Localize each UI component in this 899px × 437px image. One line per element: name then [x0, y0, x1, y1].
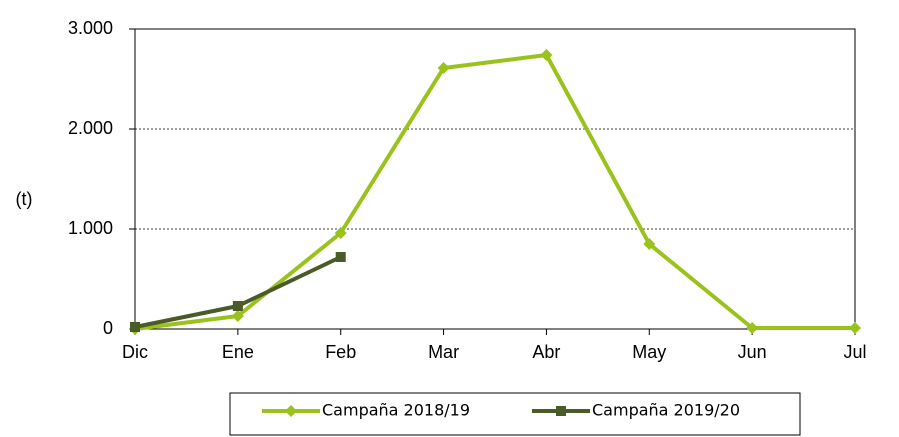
marker: [437, 62, 450, 74]
y-tick-label: 2.000: [68, 118, 113, 138]
marker: [334, 227, 347, 239]
marker: [335, 252, 346, 262]
y-axis-label: (t): [16, 189, 33, 209]
x-tick-label: Jul: [843, 342, 866, 362]
plot-border: [135, 28, 856, 329]
marker: [849, 322, 861, 334]
marker: [556, 406, 566, 416]
x-tick-label: Mar: [428, 342, 459, 362]
legend-label: Campaña 2019/20: [592, 401, 740, 420]
y-tick-label: 3.000: [68, 18, 113, 38]
series-line: [134, 53, 855, 331]
x-tick-label: Jun: [738, 342, 767, 362]
marker: [285, 405, 297, 417]
legend-label: Campaña 2018/19: [322, 401, 470, 420]
marker: [130, 322, 140, 332]
x-tick-label: Abr: [532, 342, 560, 362]
marker: [540, 49, 553, 61]
marker: [746, 322, 759, 334]
y-tick-label: 0: [103, 318, 113, 338]
marker: [232, 301, 243, 311]
marker: [643, 238, 656, 250]
x-tick-label: Feb: [325, 342, 356, 362]
x-tick-label: May: [632, 342, 666, 362]
x-tick-label: Dic: [122, 342, 148, 362]
x-tick-label: Ene: [222, 342, 254, 362]
legend: Campaña 2018/19 Campaña 2019/20: [229, 392, 801, 436]
y-tick-label: 1.000: [68, 218, 113, 238]
legend-box: [229, 392, 801, 436]
marker: [231, 310, 244, 322]
